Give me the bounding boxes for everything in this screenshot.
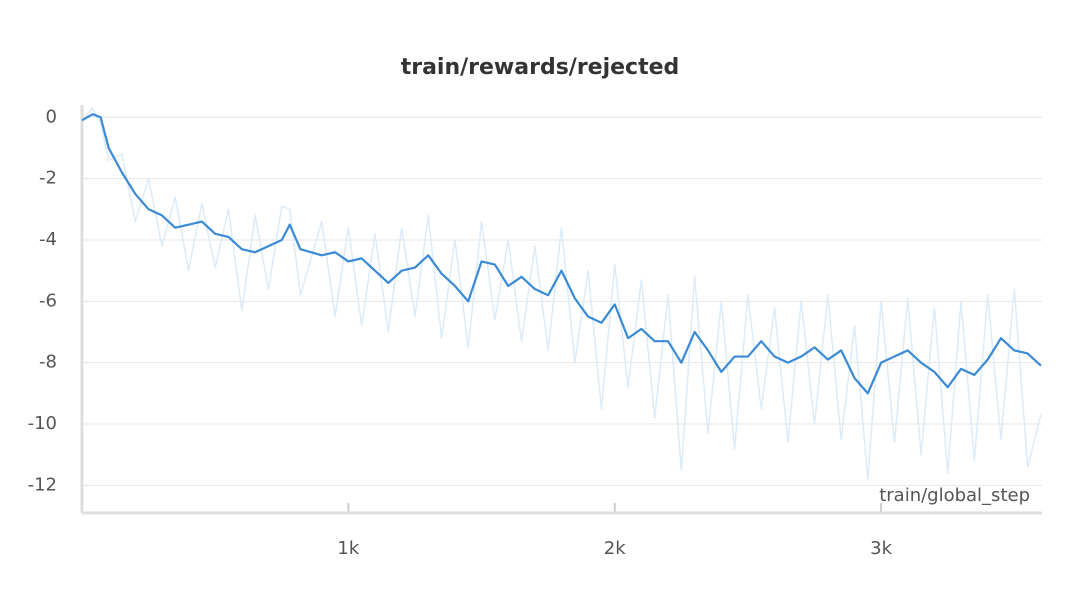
y-tick-label: -4 [39,229,57,250]
x-tick-label: 2k [604,538,626,559]
y-tick-label: 0 [46,106,57,127]
y-tick-label: -2 [39,168,57,189]
x-tick-label: 3k [870,538,892,559]
chart-title: train/rewards/rejected [401,55,680,80]
series-line [81,113,1042,395]
y-tick-label: -6 [39,290,57,311]
x-axis-label: train/global_step [879,485,1030,506]
y-tick-label: -8 [39,352,57,373]
y-tick-label: -12 [28,474,57,495]
series-line [81,107,1042,481]
x-tick-label: 1k [337,538,359,559]
y-tick-label: -10 [28,413,57,434]
